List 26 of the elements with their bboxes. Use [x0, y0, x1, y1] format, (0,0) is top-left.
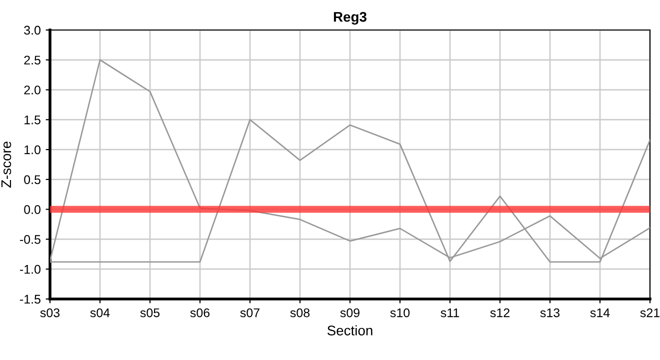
x-tick-label: s09	[340, 308, 360, 318]
x-tick-label: s21	[640, 308, 660, 318]
y-axis-title: Z-score	[1, 142, 12, 188]
y-tick-label: -1.5	[20, 294, 40, 304]
y-tick-label: 1.5	[24, 116, 40, 124]
x-tick-label: s14	[590, 308, 610, 318]
x-tick-label: s11	[440, 308, 460, 318]
y-tick-label: 0.5	[24, 175, 40, 184]
y-tick-label: 2.0	[24, 86, 40, 94]
y-tick-label: 1.0	[24, 145, 40, 154]
x-tick-label: s08	[290, 308, 310, 318]
y-tick-label: -0.5	[20, 235, 40, 244]
x-tick-label: s04	[90, 308, 110, 318]
y-tick-label: -1.0	[20, 264, 40, 274]
x-tick-label: s06	[190, 308, 210, 318]
y-tick-label: 0.0	[24, 205, 40, 214]
y-tick-label: 3.0	[24, 26, 40, 35]
chart-title: Reg3	[334, 12, 366, 25]
x-tick-label: s05	[140, 308, 160, 318]
y-tick-label: 2.5	[24, 56, 40, 65]
x-tick-label: s10	[390, 308, 410, 318]
x-tick-label: s13	[540, 308, 560, 318]
x-tick-label: s07	[240, 308, 260, 318]
x-tick-label: s12	[490, 308, 510, 318]
x-axis-title: Section	[327, 325, 372, 336]
x-tick-label: s03	[40, 308, 60, 318]
